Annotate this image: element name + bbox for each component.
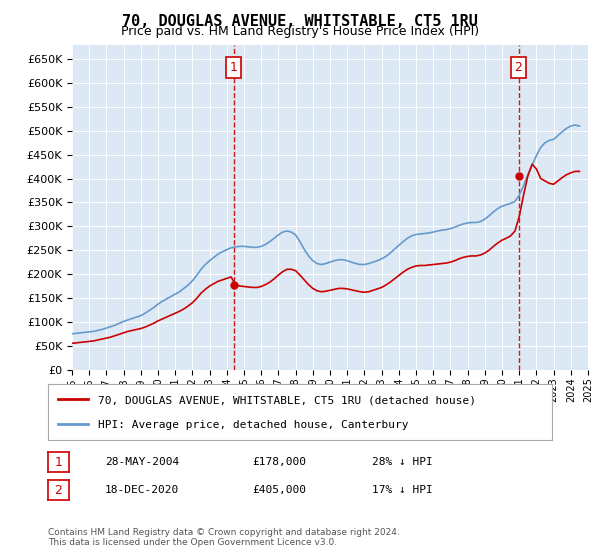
Text: 17% ↓ HPI: 17% ↓ HPI	[372, 485, 433, 495]
Text: 1: 1	[230, 61, 238, 74]
Text: £405,000: £405,000	[252, 485, 306, 495]
Text: 28-MAY-2004: 28-MAY-2004	[105, 457, 179, 467]
Text: 70, DOUGLAS AVENUE, WHITSTABLE, CT5 1RU (detached house): 70, DOUGLAS AVENUE, WHITSTABLE, CT5 1RU …	[98, 395, 476, 405]
Text: 18-DEC-2020: 18-DEC-2020	[105, 485, 179, 495]
Text: Contains HM Land Registry data © Crown copyright and database right 2024.
This d: Contains HM Land Registry data © Crown c…	[48, 528, 400, 547]
Text: 1: 1	[55, 455, 62, 469]
Text: HPI: Average price, detached house, Canterbury: HPI: Average price, detached house, Cant…	[98, 420, 409, 430]
Text: 2: 2	[515, 61, 523, 74]
Text: 2: 2	[55, 483, 62, 497]
Text: 70, DOUGLAS AVENUE, WHITSTABLE, CT5 1RU: 70, DOUGLAS AVENUE, WHITSTABLE, CT5 1RU	[122, 14, 478, 29]
Text: 28% ↓ HPI: 28% ↓ HPI	[372, 457, 433, 467]
Text: £178,000: £178,000	[252, 457, 306, 467]
Text: Price paid vs. HM Land Registry's House Price Index (HPI): Price paid vs. HM Land Registry's House …	[121, 25, 479, 38]
